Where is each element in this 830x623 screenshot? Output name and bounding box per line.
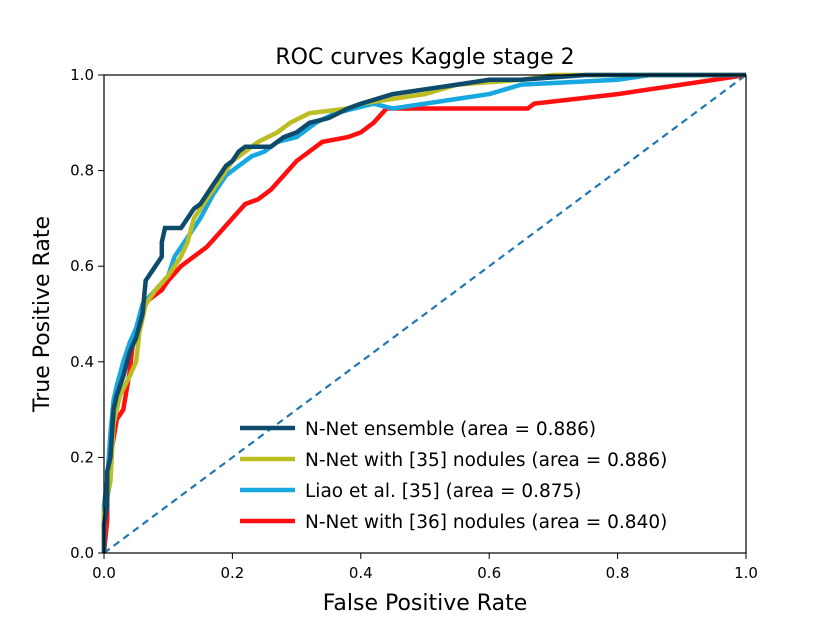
legend-label: N-Net ensemble (area = 0.886) — [305, 419, 596, 440]
series-line-2 — [101, 72, 746, 553]
x-tick-label: 0.8 — [606, 564, 630, 582]
y-axis-label: True Positive Rate — [30, 216, 55, 413]
legend: N-Net ensemble (area = 0.886) N-Net with … — [240, 419, 667, 533]
legend-label: N-Net with [36] nodules (area = 0.840) — [305, 512, 667, 533]
legend-label: Liao et al. [35] (area = 0.875) — [305, 481, 582, 502]
chart-title: ROC curves Kaggle stage 2 — [275, 45, 574, 70]
x-tick-label: 0.2 — [220, 564, 244, 582]
legend-label: N-Net with [35] nodules (area = 0.886) — [305, 450, 667, 471]
y-tick-label: 1.0 — [70, 66, 94, 84]
x-tick-label: 0.6 — [477, 564, 501, 582]
series-line-1 — [101, 72, 746, 553]
x-tick-label: 1.0 — [734, 564, 758, 582]
series-line-4 — [103, 74, 747, 554]
y-tick-label: 0.0 — [70, 544, 94, 562]
series-layer — [101, 72, 747, 554]
y-tick-label: 0.4 — [70, 353, 94, 371]
plot-frame — [103, 74, 747, 554]
x-axis-ticks: 0.0 0.2 0.4 0.6 0.8 1.0 — [92, 553, 758, 582]
y-tick-label: 0.6 — [70, 257, 94, 275]
y-tick-label: 0.8 — [70, 162, 94, 180]
y-axis-ticks: 0.0 0.2 0.4 0.6 0.8 1.0 — [70, 66, 104, 562]
series-line-0 — [101, 72, 746, 553]
x-tick-label: 0.4 — [349, 564, 373, 582]
x-tick-label: 0.0 — [92, 564, 116, 582]
x-axis-label: False Positive Rate — [323, 591, 527, 616]
y-tick-label: 0.2 — [70, 448, 94, 466]
